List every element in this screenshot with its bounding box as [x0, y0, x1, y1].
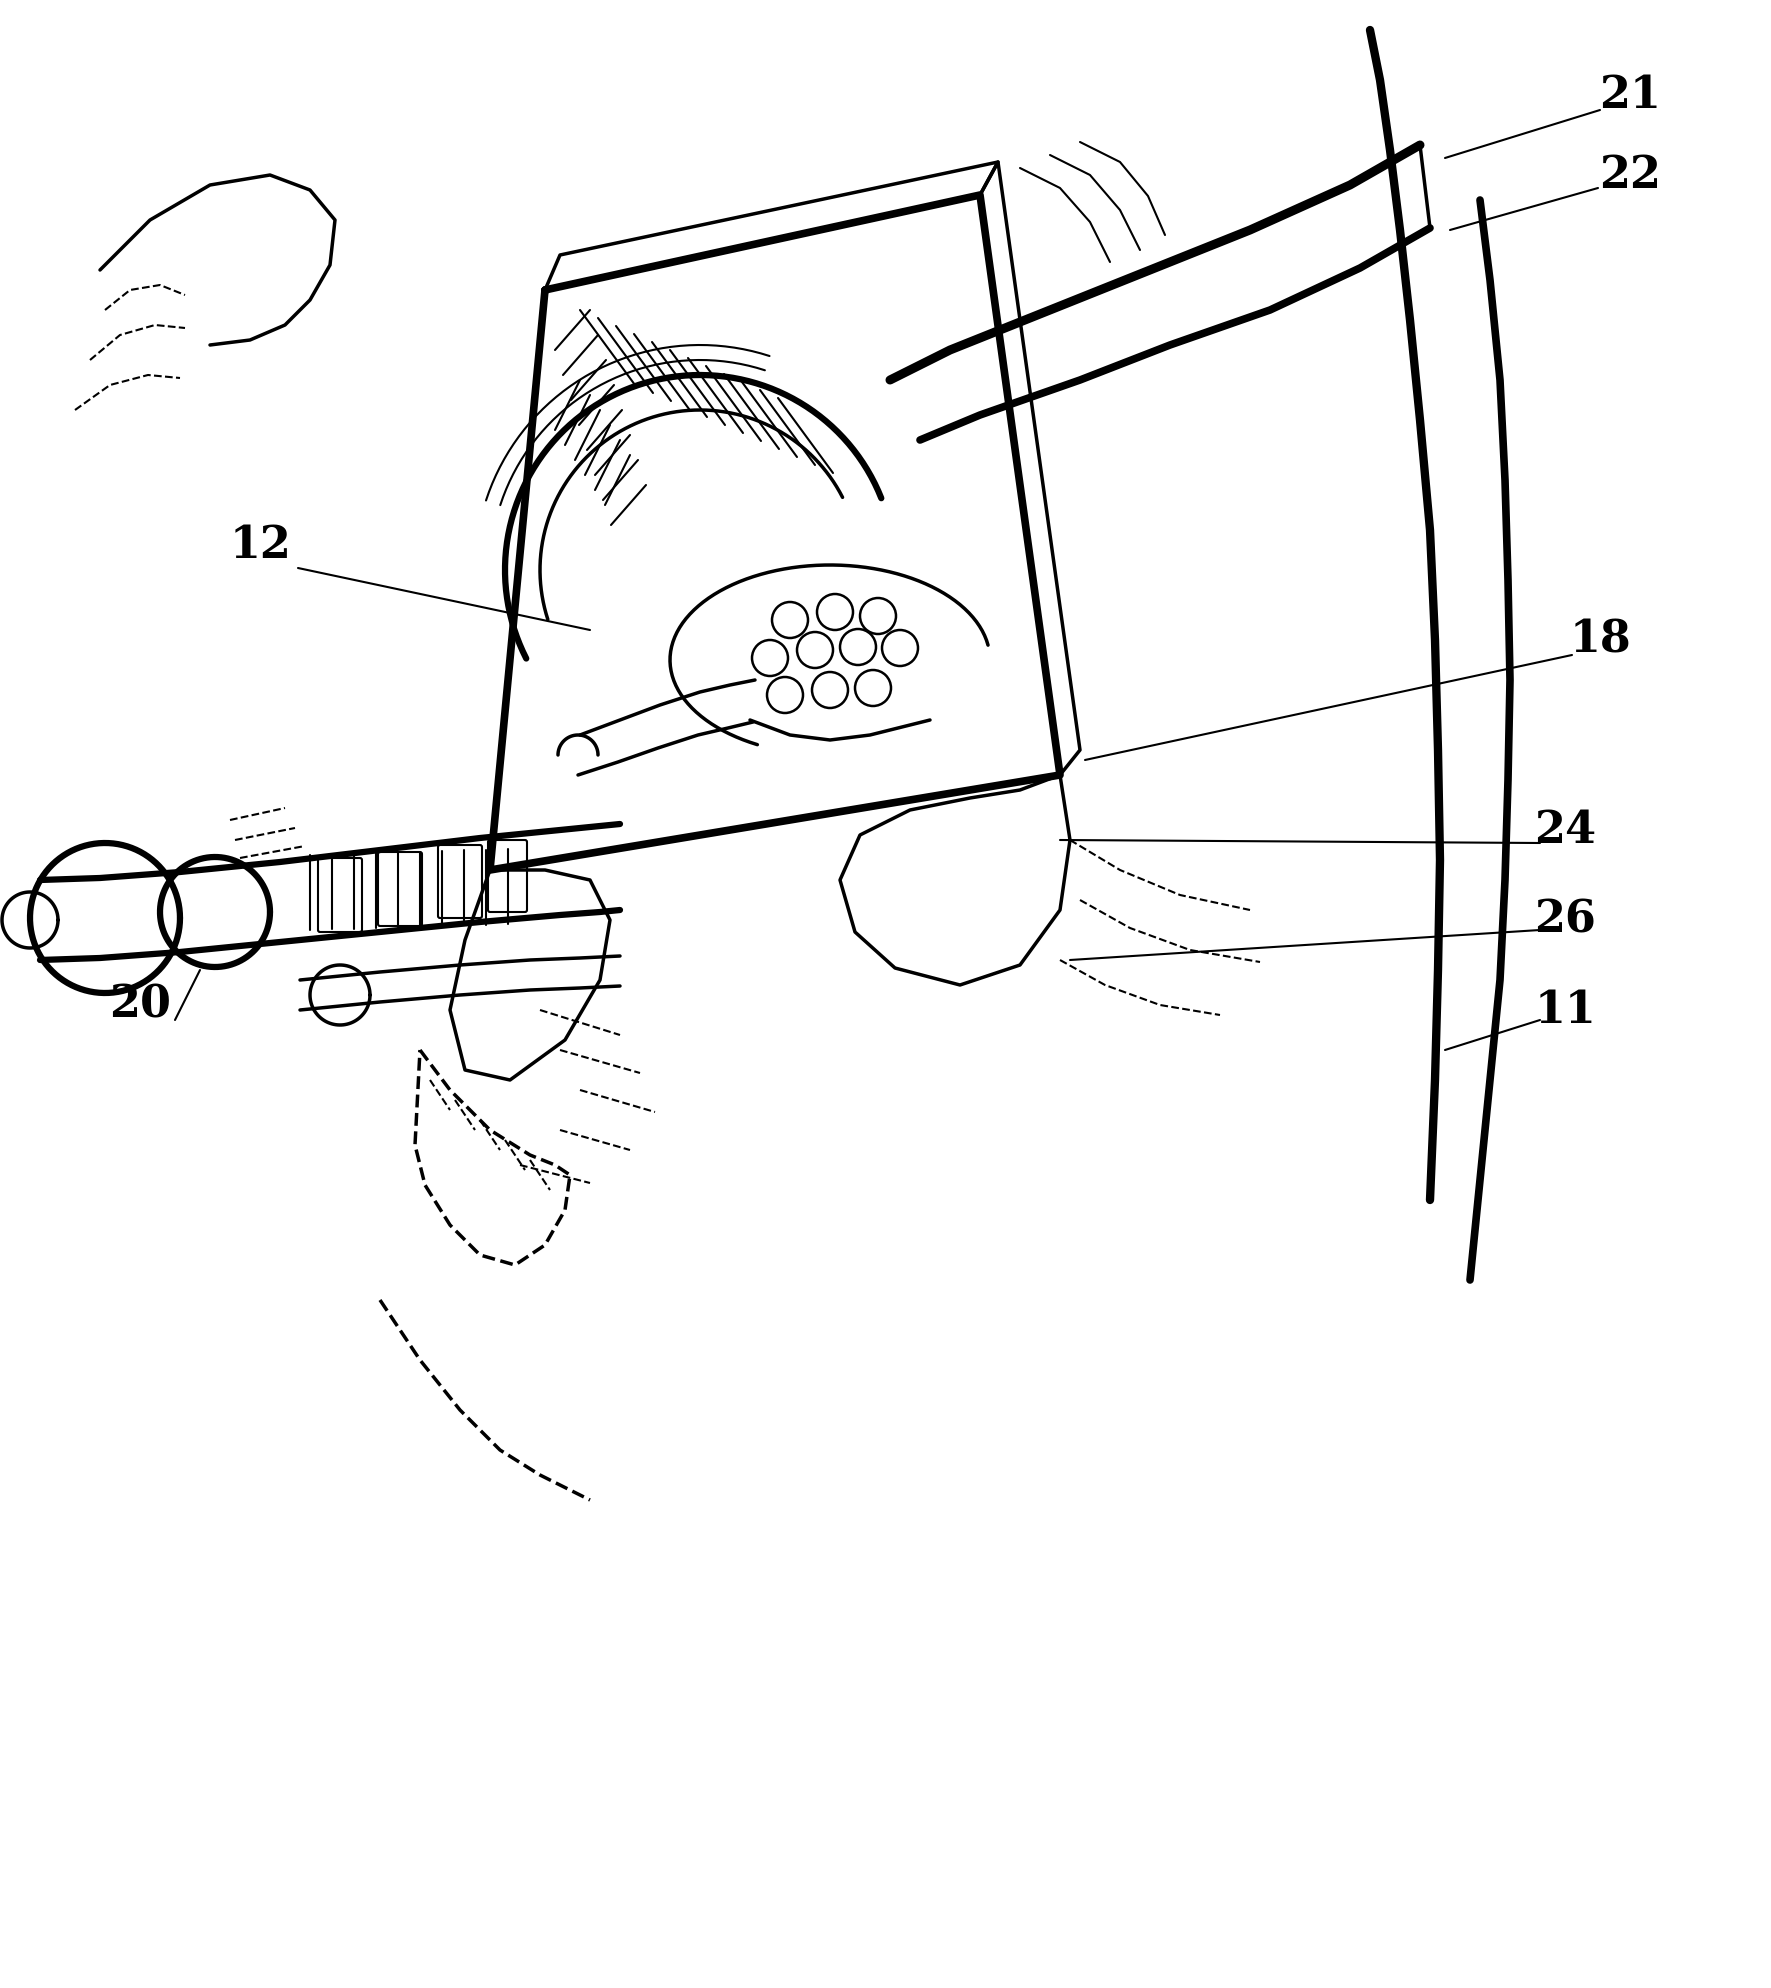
Text: 11: 11	[1534, 988, 1596, 1032]
Text: 22: 22	[1599, 153, 1661, 197]
Text: 24: 24	[1534, 809, 1596, 851]
Text: 12: 12	[228, 523, 290, 567]
Text: 21: 21	[1599, 74, 1661, 117]
Text: 18: 18	[1569, 618, 1631, 662]
Text: 20: 20	[110, 984, 172, 1026]
Text: 26: 26	[1534, 899, 1596, 942]
